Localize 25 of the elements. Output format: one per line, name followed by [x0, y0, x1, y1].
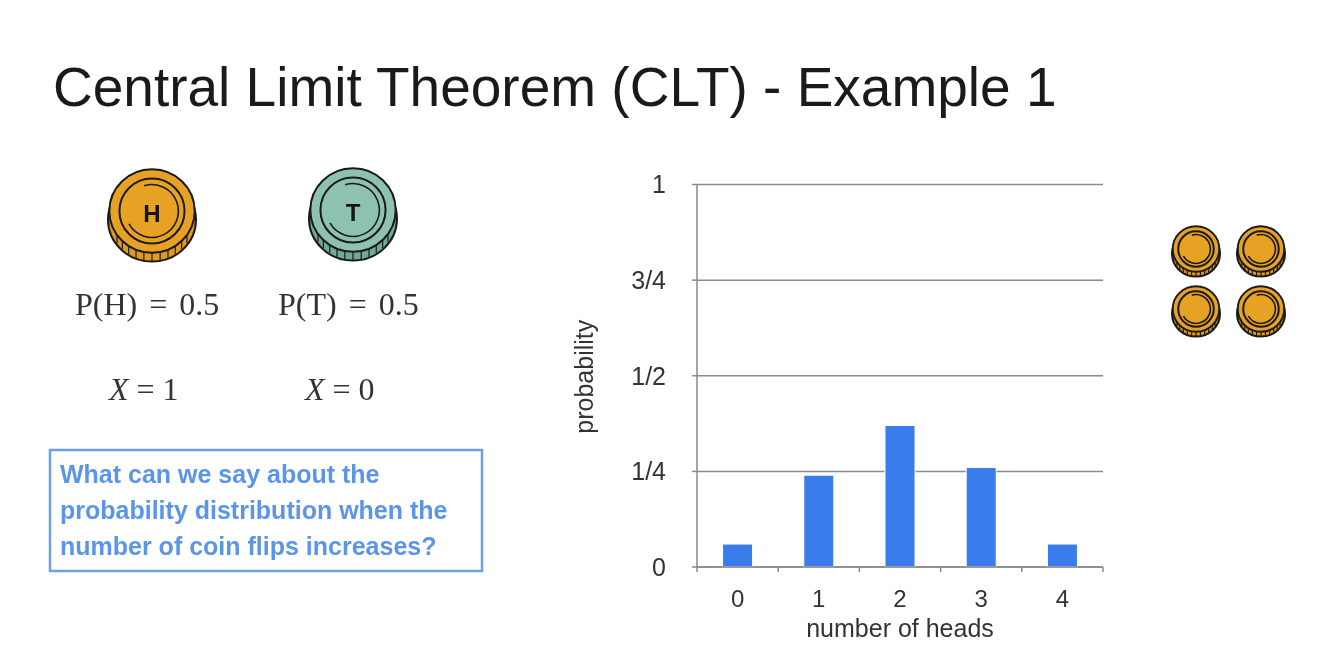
bar	[884, 424, 916, 568]
text: X = 0	[303, 371, 375, 407]
text: H	[143, 200, 161, 227]
x-tick-label: 1	[812, 585, 826, 612]
x-tick-label: 3	[974, 585, 988, 612]
text: What can we say about the probability distribution when the number of coin flips increases?	[60, 460, 448, 560]
text: P(T) = 0.5	[278, 286, 419, 322]
y-tick-label: 1	[652, 170, 666, 199]
x-tick-label: 4	[1055, 585, 1070, 612]
bar	[965, 467, 997, 568]
y-axis-title: probability	[570, 319, 598, 434]
bar	[722, 543, 754, 568]
y-tick-label: 1/2	[631, 361, 666, 390]
chart-title: Central Limit Theorem (CLT) - Example 1	[53, 56, 1057, 118]
x-tick-label: 2	[893, 585, 907, 612]
x-axis-title: number of heads	[806, 614, 994, 642]
bar	[803, 474, 835, 568]
text: X = 1	[107, 371, 179, 407]
x-tick-label: 0	[730, 585, 745, 612]
text: P(H) = 0.5	[75, 286, 220, 322]
y-tick-label: 3/4	[631, 265, 667, 294]
text: T	[345, 199, 361, 226]
bar	[1046, 543, 1078, 568]
y-tick-label: 1/4	[631, 457, 667, 486]
y-tick-label: 0	[652, 552, 666, 581]
